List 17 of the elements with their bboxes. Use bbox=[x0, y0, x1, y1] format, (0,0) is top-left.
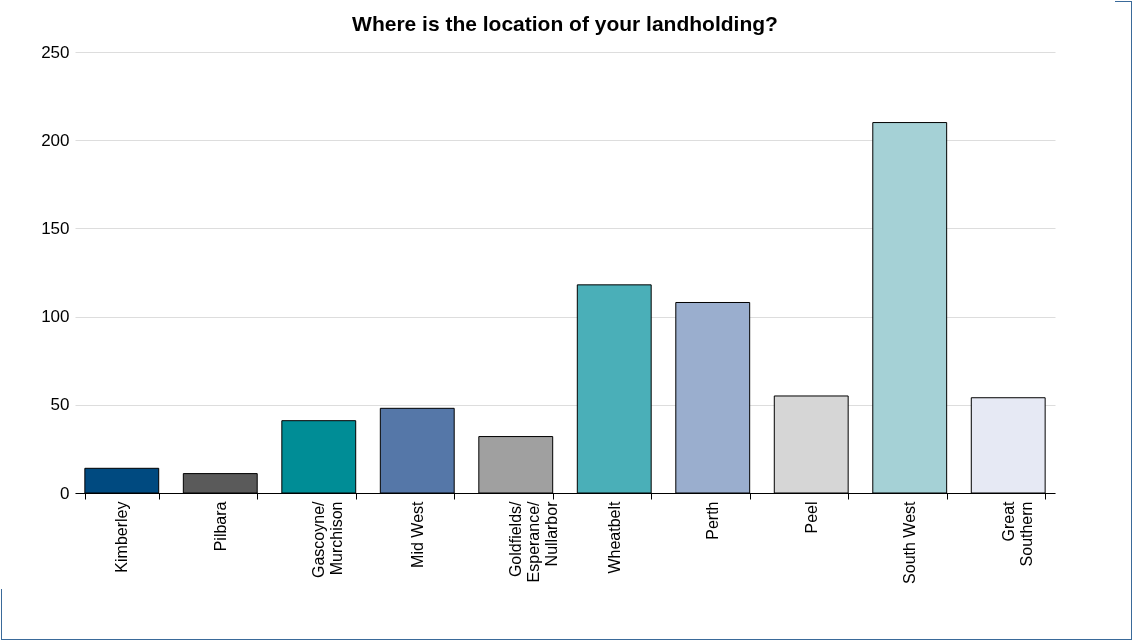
x-tick-label: Gascoyne/ Murchison bbox=[310, 500, 346, 578]
y-tick-label: 200 bbox=[41, 130, 70, 150]
x-tick-label: South West bbox=[901, 500, 919, 584]
x-tick-label: Wheatbelt bbox=[605, 500, 623, 574]
x-tick-label: Mid West bbox=[408, 500, 426, 568]
y-tick-label: 250 bbox=[41, 42, 70, 62]
chart-title: Where is the location of your landholding? bbox=[352, 12, 778, 35]
y-tick-label: 100 bbox=[41, 307, 70, 327]
y-tick-label: 50 bbox=[50, 395, 70, 415]
y-tick-label: 0 bbox=[60, 483, 70, 503]
x-tick-label: Goldfields/ Esperance/ Nullarbor bbox=[507, 500, 561, 583]
y-tick-label: 150 bbox=[41, 218, 70, 238]
x-tick-label: Peel bbox=[802, 501, 820, 534]
x-tick-label: Kimberley bbox=[113, 501, 131, 573]
x-tick-label: Great Southern bbox=[999, 500, 1035, 567]
x-tick-label: Perth bbox=[704, 501, 722, 540]
x-tick-label: Pilbara bbox=[211, 501, 229, 552]
